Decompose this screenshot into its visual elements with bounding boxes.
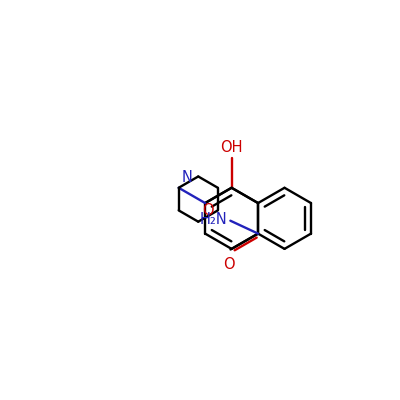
Text: OH: OH (220, 140, 243, 155)
Text: N: N (182, 170, 193, 185)
Text: O: O (202, 203, 214, 218)
Text: H₂N: H₂N (200, 212, 227, 227)
Text: O: O (223, 257, 234, 272)
